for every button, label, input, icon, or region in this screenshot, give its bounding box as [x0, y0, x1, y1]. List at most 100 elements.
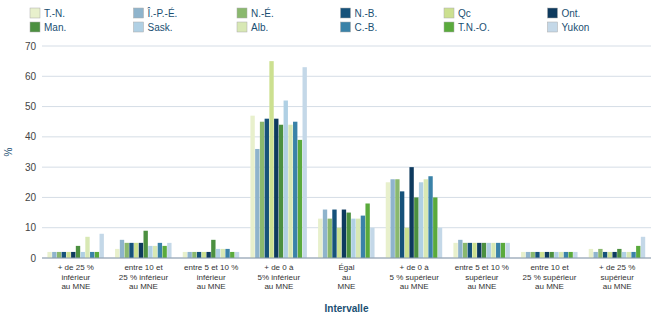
- bar: [139, 243, 143, 258]
- bar: [531, 252, 535, 258]
- bar: [265, 119, 269, 258]
- bar: [506, 243, 510, 258]
- bar: [298, 140, 302, 258]
- x-axis-title: Intervalle: [325, 303, 369, 314]
- bar: [274, 119, 278, 258]
- bar: [115, 249, 119, 258]
- bar: [428, 176, 432, 258]
- bar: [187, 252, 191, 258]
- legend-swatch: [237, 22, 247, 32]
- bar: [288, 125, 292, 258]
- bar: [438, 228, 442, 258]
- bar: [535, 252, 539, 258]
- bar: [303, 67, 307, 258]
- legend-swatch: [237, 8, 247, 18]
- bar: [134, 243, 138, 258]
- legend-swatch: [341, 8, 351, 18]
- bar: [409, 167, 413, 258]
- bar: [260, 122, 264, 258]
- bar: [636, 246, 640, 258]
- bar: [414, 197, 418, 258]
- bar: [347, 213, 351, 258]
- bar: [370, 228, 374, 258]
- bar: [183, 252, 187, 258]
- bar: [90, 252, 94, 258]
- bar: [472, 243, 476, 258]
- bar: [603, 252, 607, 258]
- bar: [328, 219, 332, 258]
- bar: [564, 252, 568, 258]
- bar: [433, 197, 437, 258]
- y-axis-title: %: [3, 147, 14, 156]
- bar: [395, 179, 399, 258]
- legend-label: Ont.: [562, 8, 581, 19]
- bar: [487, 243, 491, 258]
- bar: [593, 252, 597, 258]
- y-tick-label: 70: [25, 41, 37, 52]
- bar: [221, 249, 225, 258]
- grid: [42, 46, 651, 258]
- y-tick-label: 30: [25, 162, 37, 173]
- legend-label: Î.-P.-É.: [147, 7, 178, 19]
- bar: [129, 243, 133, 258]
- bar: [148, 246, 152, 258]
- grid-line: [42, 136, 651, 137]
- bar: [356, 219, 360, 258]
- bar: [419, 182, 423, 258]
- bar: [617, 249, 621, 258]
- bar: [81, 252, 85, 258]
- bar: [153, 246, 157, 258]
- legend-label: T.N.-O.: [458, 22, 490, 33]
- y-tick-label: 40: [25, 131, 37, 142]
- bar: [550, 252, 554, 258]
- grid-line: [42, 197, 651, 198]
- legend-label: T.-N.: [44, 8, 65, 19]
- y-tick-label: 20: [25, 192, 37, 203]
- grid-line: [42, 106, 651, 107]
- bar: [598, 249, 602, 258]
- legend-label: C.-B.: [355, 22, 378, 33]
- bar: [573, 252, 577, 258]
- bar: [540, 252, 544, 258]
- bar: [57, 252, 61, 258]
- bar: [453, 243, 457, 258]
- bar: [225, 249, 229, 258]
- y-tick-label: 60: [25, 71, 37, 82]
- bar: [269, 61, 273, 258]
- x-tick-label: + de 25 %supérieurau MNE: [599, 263, 635, 291]
- legend-swatch: [134, 8, 144, 18]
- bar: [482, 243, 486, 258]
- chart: 010203040506070+ de 25 %inférieurau MNEe…: [0, 0, 661, 320]
- bar: [390, 179, 394, 258]
- bar: [206, 252, 210, 258]
- legend-label: Sask.: [148, 22, 173, 33]
- bar: [71, 252, 75, 258]
- bar: [400, 191, 404, 258]
- grid-line: [42, 167, 651, 168]
- legend-swatch: [30, 8, 40, 18]
- bar: [405, 228, 409, 258]
- legend: T.-N.Î.-P.-É.N.-É.N.-B.QcOnt.Man.Sask.Al…: [30, 7, 589, 33]
- bar: [477, 243, 481, 258]
- bar: [202, 252, 206, 258]
- bar: [361, 216, 365, 258]
- bar: [100, 234, 104, 258]
- bar: [192, 252, 196, 258]
- bar: [279, 125, 283, 258]
- bar: [589, 249, 593, 258]
- bar: [47, 252, 51, 258]
- bar: [526, 252, 530, 258]
- bar: [351, 219, 355, 258]
- x-tick-label: + de 0 à5 % supérieurau MNE: [389, 263, 439, 291]
- bar: [641, 237, 645, 258]
- legend-label: Yukon: [562, 22, 590, 33]
- bar: [216, 249, 220, 258]
- bar: [386, 182, 390, 258]
- bar: [342, 210, 346, 258]
- legend-swatch: [134, 22, 144, 32]
- bar: [501, 243, 505, 258]
- bar: [230, 252, 234, 258]
- bar: [627, 252, 631, 258]
- legend-label: N.-É.: [251, 7, 274, 19]
- bar: [293, 122, 297, 258]
